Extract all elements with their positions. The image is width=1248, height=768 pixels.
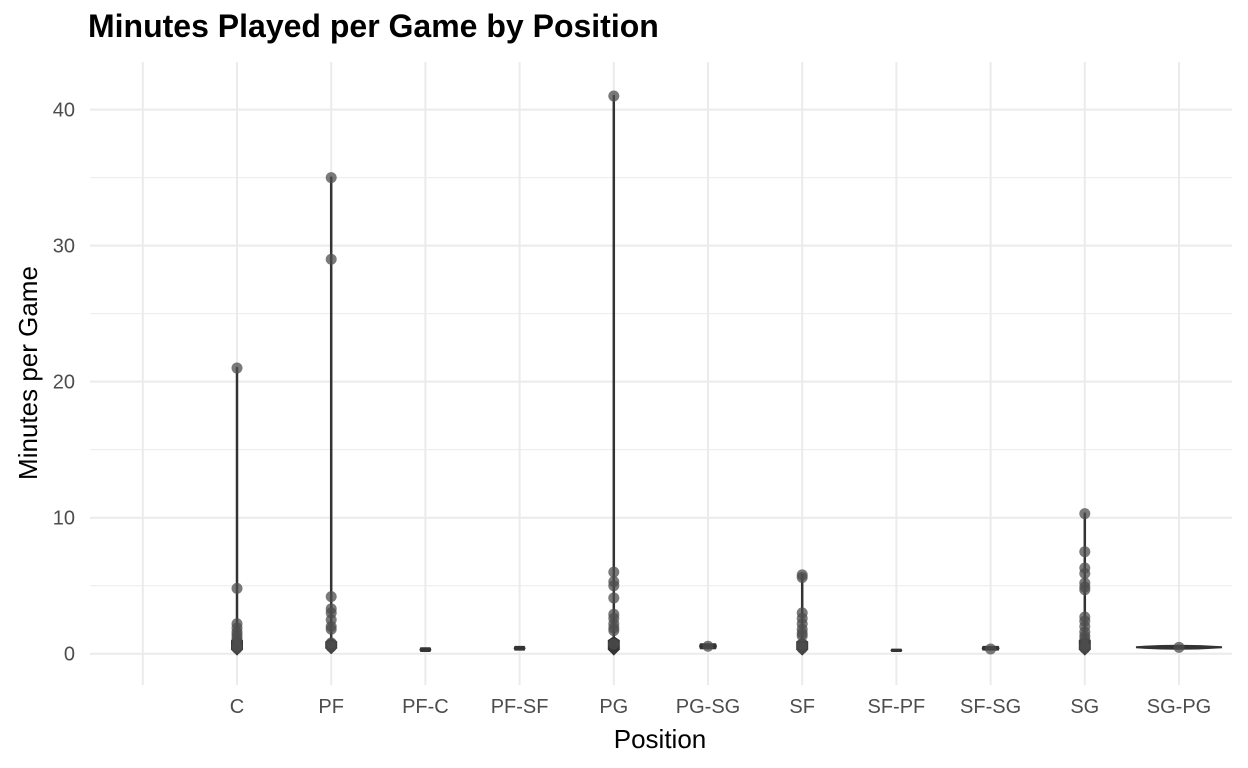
x-axis-ticks: C PF PF-C PF-SF PG PG-SG SF SF-PF SF-SG SG SG-PG: [230, 696, 1211, 718]
x-tick-label: PG: [599, 696, 628, 718]
x-tick-label: SF: [789, 696, 815, 718]
data-point: [1079, 508, 1090, 519]
data-point: [1079, 643, 1090, 654]
y-axis-title: Minutes per Game: [13, 266, 43, 480]
data-point: [1079, 568, 1090, 579]
violin-body: [419, 647, 431, 652]
violins-layer: [231, 96, 1222, 656]
y-tick-label: 0: [64, 644, 75, 666]
data-point: [797, 643, 808, 654]
y-axis-ticks: 0 10 20 30 40: [53, 100, 75, 666]
grid-layer: [90, 62, 1232, 685]
y-tick-label: 20: [53, 372, 75, 394]
x-tick-label: SF-SG: [960, 696, 1021, 718]
data-point: [326, 172, 337, 183]
x-tick-label: C: [230, 696, 244, 718]
data-point: [326, 254, 337, 265]
x-tick-label: PG-SG: [676, 696, 740, 718]
x-axis-title: Position: [614, 724, 707, 754]
data-point: [608, 91, 619, 102]
y-tick-label: 30: [53, 236, 75, 258]
x-tick-label: PF-C: [402, 696, 449, 718]
data-point: [232, 643, 243, 654]
data-point: [1079, 584, 1090, 595]
x-tick-label: PF: [318, 696, 344, 718]
y-tick-label: 10: [53, 508, 75, 530]
x-tick-label: SF-PF: [868, 696, 926, 718]
data-point: [232, 583, 243, 594]
data-point: [1079, 546, 1090, 557]
data-point: [797, 572, 808, 583]
data-point: [326, 641, 337, 652]
x-tick-label: SG-PG: [1147, 696, 1211, 718]
violin-body: [890, 649, 902, 652]
data-point: [703, 641, 714, 652]
data-point: [608, 625, 619, 636]
data-point: [1174, 642, 1185, 653]
x-tick-label: PF-SF: [491, 696, 549, 718]
data-point: [608, 580, 619, 591]
data-point: [608, 567, 619, 578]
violin-body: [514, 646, 526, 651]
data-point: [326, 624, 337, 635]
x-tick-label: SG: [1070, 696, 1099, 718]
data-point: [985, 643, 996, 654]
data-point: [232, 363, 243, 374]
data-point: [326, 591, 337, 602]
y-tick-label: 40: [53, 100, 75, 122]
data-point: [608, 639, 619, 650]
data-point: [608, 592, 619, 603]
